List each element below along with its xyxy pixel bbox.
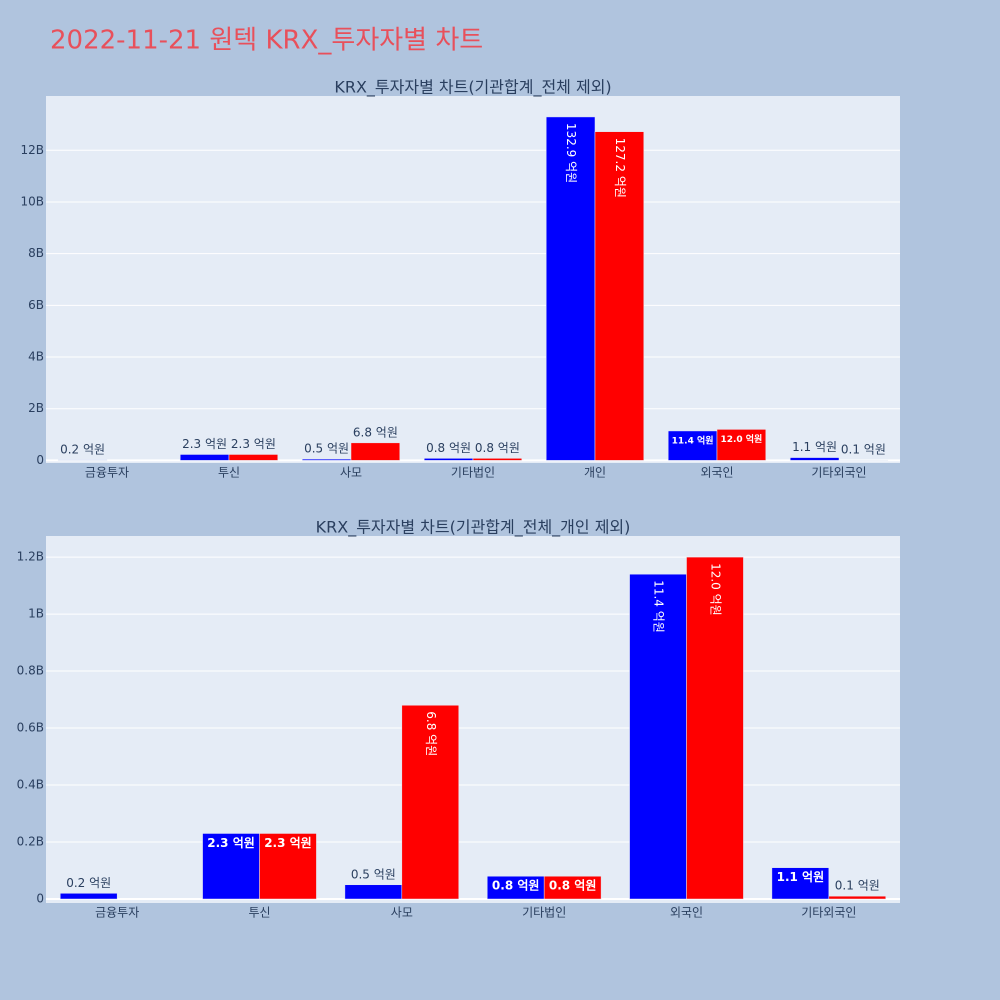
value-label: 1.1 억원 bbox=[792, 440, 837, 454]
value-label: 2.3 억원 bbox=[207, 836, 255, 850]
x-tick-label: 투신 bbox=[248, 906, 270, 920]
x-tick-label: 외국인 bbox=[670, 906, 703, 920]
x-tick-label: 기타외국인 bbox=[801, 906, 856, 920]
x-tick-label: 기타외국인 bbox=[811, 466, 866, 480]
bar bbox=[629, 573, 687, 900]
value-label: 0.2 억원 bbox=[66, 876, 111, 890]
bar bbox=[667, 430, 718, 461]
value-label: 0.5 억원 bbox=[304, 442, 349, 456]
y-tick-label: 2B bbox=[28, 401, 44, 415]
y-tick-label: 1.2B bbox=[17, 550, 44, 564]
y-tick-label: 0 bbox=[36, 892, 44, 906]
bar bbox=[594, 131, 645, 461]
value-label: 0.1 억원 bbox=[841, 443, 886, 457]
y-tick-label: 1B bbox=[28, 607, 44, 621]
bar bbox=[828, 895, 887, 900]
x-tick-label: 사모 bbox=[391, 906, 413, 920]
y-tick-label: 12B bbox=[20, 143, 44, 157]
value-label: 2.3 억원 bbox=[264, 836, 312, 850]
bar bbox=[543, 875, 602, 900]
chart-title: KRX_투자자별 차트(기관합계_전체 제외) bbox=[334, 78, 611, 98]
bar bbox=[259, 833, 317, 900]
x-tick-label: 기타법인 bbox=[451, 466, 495, 480]
x-tick-label: 금융투자 bbox=[95, 906, 139, 920]
value-label: 11.4 억원 bbox=[672, 434, 714, 446]
bar bbox=[301, 458, 352, 461]
value-label: 0.1 억원 bbox=[835, 879, 880, 893]
bar bbox=[344, 884, 403, 900]
y-tick-label: 10B bbox=[20, 194, 44, 208]
value-label: 0.8 억원 bbox=[492, 879, 540, 893]
value-label: 0.5 억원 bbox=[351, 867, 396, 881]
value-label: 0.8 억원 bbox=[426, 441, 471, 455]
y-tick-label: 4B bbox=[28, 350, 44, 364]
value-label: 1.1 억원 bbox=[777, 870, 825, 884]
chart-title: KRX_투자자별 차트(기관합계_전체_개인 제외) bbox=[316, 518, 631, 538]
value-label: 0.8 억원 bbox=[475, 441, 520, 455]
value-label: 2.3 억원 bbox=[182, 437, 227, 451]
y-tick-label: 0.4B bbox=[17, 778, 44, 792]
value-label: 0.8 억원 bbox=[549, 879, 597, 893]
value-label: 6.8 억원 bbox=[353, 425, 398, 439]
bar bbox=[545, 116, 596, 461]
plot-area bbox=[46, 536, 900, 903]
bar bbox=[57, 459, 108, 461]
value-label: 132.9 억원 bbox=[564, 123, 578, 183]
y-tick-label: 8B bbox=[28, 246, 44, 260]
y-tick-label: 0.8B bbox=[17, 664, 44, 678]
y-tick-label: 0 bbox=[36, 453, 44, 467]
value-label: 0.2 억원 bbox=[60, 442, 105, 456]
value-label: 6.8 억원 bbox=[424, 711, 438, 756]
bar bbox=[686, 556, 744, 900]
bar bbox=[771, 867, 830, 900]
x-tick-label: 투신 bbox=[218, 466, 240, 480]
bar bbox=[59, 893, 118, 900]
value-label: 2.3 억원 bbox=[231, 437, 276, 451]
bar bbox=[179, 454, 230, 461]
x-tick-label: 기타법인 bbox=[522, 906, 566, 920]
bar bbox=[228, 454, 279, 461]
y-tick-label: 0.6B bbox=[17, 721, 44, 735]
y-tick-label: 0.2B bbox=[17, 835, 44, 849]
x-tick-label: 사모 bbox=[340, 466, 362, 480]
value-label: 12.0 억원 bbox=[708, 563, 722, 616]
value-label: 127.2 억원 bbox=[613, 138, 627, 198]
value-label: 12.0 억원 bbox=[720, 433, 762, 445]
bar bbox=[472, 458, 523, 461]
bar bbox=[202, 833, 260, 900]
bar bbox=[716, 429, 767, 461]
page-title: 2022-11-21 원텍 KRX_투자자별 차트 bbox=[50, 26, 483, 56]
bar bbox=[789, 457, 840, 461]
plot-area bbox=[46, 96, 900, 463]
x-tick-label: 외국인 bbox=[700, 466, 733, 480]
bar bbox=[401, 705, 460, 900]
bar bbox=[423, 458, 474, 461]
x-tick-label: 금융투자 bbox=[85, 466, 129, 480]
y-tick-label: 6B bbox=[28, 298, 44, 312]
bar bbox=[350, 442, 401, 461]
x-tick-label: 개인 bbox=[584, 466, 606, 480]
value-label: 11.4 억원 bbox=[652, 580, 666, 633]
